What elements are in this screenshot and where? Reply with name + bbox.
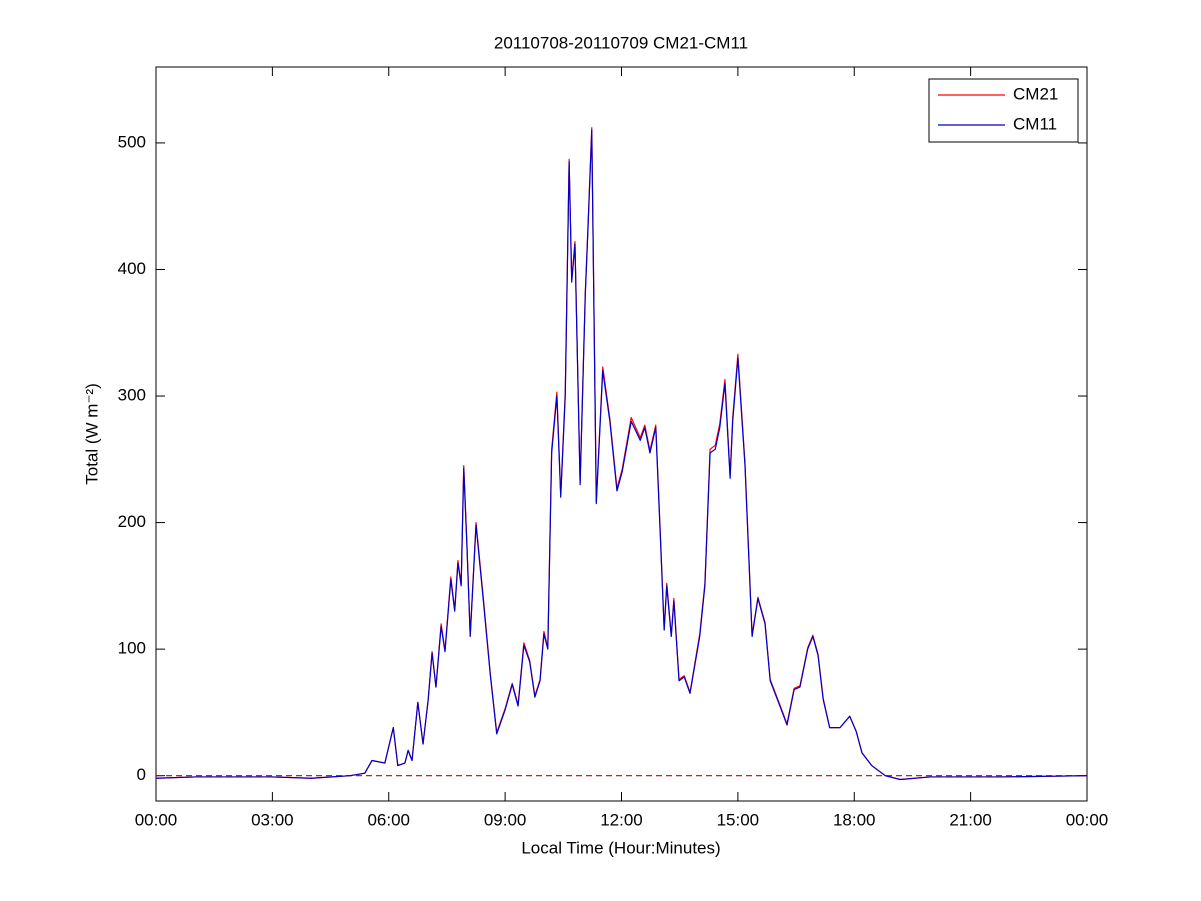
x-tick-label: 00:00	[135, 810, 178, 829]
x-tick-label: 12:00	[600, 810, 643, 829]
y-tick-label: 0	[137, 765, 146, 784]
data-line	[155, 129, 1088, 781]
y-tick-label: 100	[118, 639, 146, 658]
plot-area	[155, 66, 1088, 802]
x-tick-label: 18:00	[833, 810, 876, 829]
x-tick-label: 06:00	[367, 810, 410, 829]
y-axis-label: Total (W m⁻²)	[82, 383, 101, 485]
x-tick-label: 00:00	[1066, 810, 1109, 829]
legend-box	[928, 78, 1079, 143]
x-axis-label: Local Time (Hour:Minutes)	[521, 838, 720, 857]
chart-title: 20110708-20110709 CM21-CM11	[494, 33, 748, 52]
x-tick-label: 15:00	[717, 810, 760, 829]
y-tick-label: 500	[118, 132, 146, 151]
legend-label: CM11	[1013, 114, 1057, 133]
y-tick-label: 200	[118, 512, 146, 531]
legend-label: CM21	[1013, 84, 1058, 103]
x-tick-label: 09:00	[484, 810, 527, 829]
x-tick-label: 03:00	[251, 810, 294, 829]
y-tick-label: 400	[118, 259, 146, 278]
x-tick-label: 21:00	[949, 810, 992, 829]
y-tick-label: 300	[118, 386, 146, 405]
